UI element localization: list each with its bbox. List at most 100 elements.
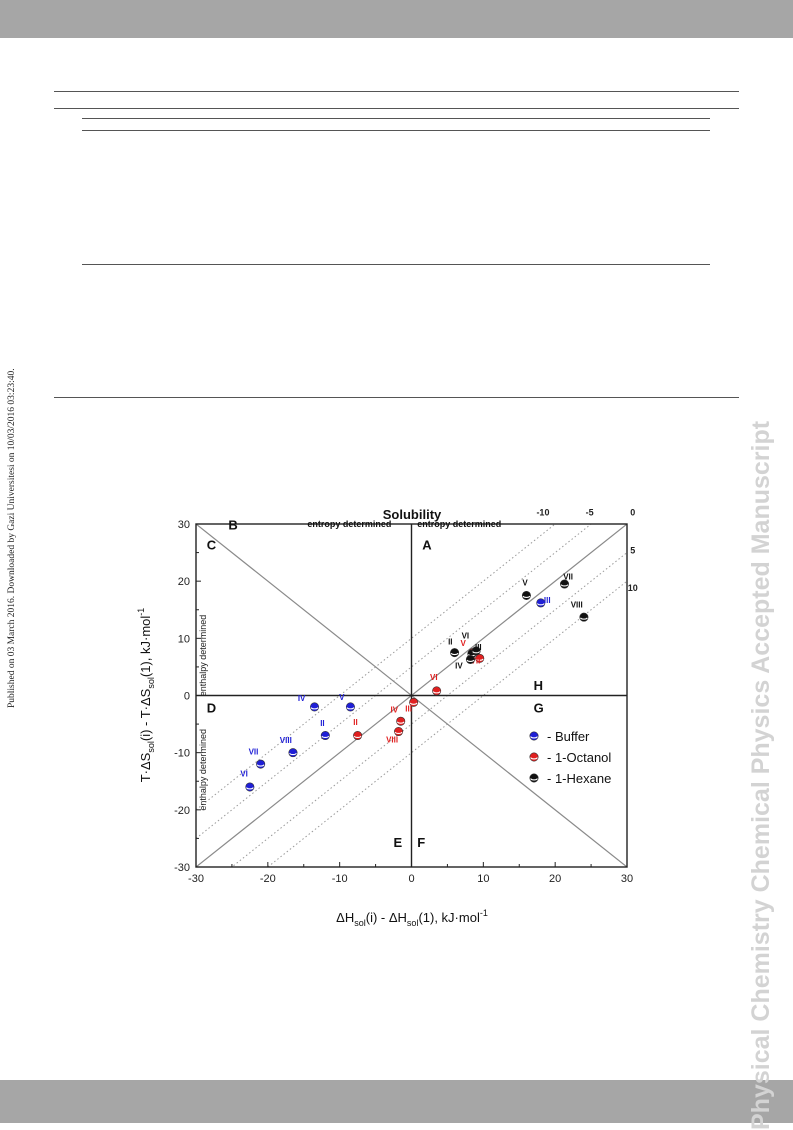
- table-rule: [82, 118, 710, 119]
- data-point-highlight: [310, 707, 319, 710]
- data-point-ball: [345, 702, 355, 712]
- data-point-label: III: [475, 643, 482, 652]
- x-tick-label: -30: [188, 873, 204, 885]
- data-point-label: VII: [249, 747, 259, 756]
- data-point-label: VI: [462, 631, 470, 640]
- data-point-highlight: [466, 659, 475, 662]
- data-point-highlight: [522, 595, 531, 598]
- journal-watermark: Physical Chemistry Chemical Physics Acce…: [747, 420, 775, 1130]
- data-point-highlight: [246, 787, 254, 790]
- region-label: B: [228, 518, 237, 533]
- data-point-ball: [396, 716, 406, 726]
- data-point: [245, 782, 255, 792]
- data-point-label: VI: [240, 770, 248, 779]
- data-point-ball: [320, 731, 330, 741]
- region-annotation: enthalpy determined: [198, 729, 208, 811]
- data-point-label: VIII: [280, 736, 292, 745]
- data-point-label: VII: [563, 572, 573, 581]
- reference-line-label: 0: [630, 507, 635, 517]
- data-point: [409, 697, 419, 707]
- data-point-ball: [288, 748, 298, 758]
- data-point-ball: [529, 731, 539, 741]
- data-point-highlight: [475, 658, 484, 661]
- data-point-label: IV: [455, 662, 463, 671]
- table-rule: [82, 264, 710, 265]
- x-tick-label: -20: [260, 873, 276, 885]
- data-point-label: II: [320, 719, 324, 728]
- y-tick-label: 0: [184, 691, 190, 703]
- x-tick-label: 20: [549, 873, 561, 885]
- x-tick-label: -10: [332, 873, 348, 885]
- reference-line-label: -5: [586, 507, 594, 517]
- data-point: [521, 590, 531, 600]
- data-point-highlight: [530, 778, 538, 781]
- table-rule: [54, 91, 739, 92]
- region-label: C: [207, 538, 217, 553]
- data-point-label: II: [353, 718, 357, 727]
- data-point-label: II: [448, 638, 452, 647]
- data-point: [288, 748, 298, 758]
- region-label: E: [394, 835, 403, 850]
- bottom-banner: [0, 1080, 793, 1123]
- data-point-highlight: [409, 702, 418, 705]
- data-point: [536, 598, 546, 608]
- publication-note: Published on 03 March 2016. Downloaded b…: [7, 368, 17, 708]
- data-point-highlight: [353, 735, 362, 739]
- data-point-label: V: [522, 579, 528, 588]
- data-point-ball: [245, 782, 255, 792]
- region-label: G: [534, 701, 544, 716]
- data-point-ball: [310, 702, 320, 712]
- data-point-label: VI: [430, 673, 438, 682]
- data-point-label: IV: [298, 694, 306, 703]
- data-point: [345, 702, 355, 712]
- legend-label: - 1-Hexane: [547, 771, 611, 786]
- data-point-highlight: [580, 617, 588, 620]
- x-axis-label: ΔHsol(i) - ΔHsol(1), kJ·mol-1: [336, 908, 488, 928]
- y-tick-label: -30: [174, 862, 190, 874]
- data-point-highlight: [321, 735, 330, 739]
- reference-line-label: 10: [628, 583, 638, 593]
- y-tick-label: 10: [178, 633, 190, 645]
- legend: - Buffer - 1-Octanol - 1-Hexane: [529, 729, 611, 786]
- data-point: [579, 612, 589, 622]
- data-point-highlight: [432, 691, 441, 694]
- reference-line-label: 5: [630, 546, 635, 556]
- region-label: A: [422, 538, 432, 553]
- data-point-ball: [579, 612, 589, 622]
- data-point-label: III: [405, 705, 412, 714]
- data-point-highlight: [346, 707, 355, 710]
- data-point-highlight: [530, 736, 538, 739]
- legend-label: - 1-Octanol: [547, 750, 611, 765]
- x-tick-label: 30: [621, 873, 633, 885]
- region-label: H: [534, 678, 543, 693]
- region-label: F: [417, 835, 425, 850]
- data-point-highlight: [256, 764, 265, 767]
- data-point: [394, 727, 404, 737]
- data-point-highlight: [450, 652, 459, 656]
- data-point: [396, 716, 406, 726]
- data-point-label: V: [339, 693, 345, 702]
- data-point: [432, 686, 442, 696]
- data-point-label: VIII: [571, 600, 583, 609]
- x-tick-label: 10: [477, 873, 489, 885]
- table-rule: [54, 397, 739, 398]
- region-annotation: enthalpy determined: [198, 615, 208, 697]
- data-point-ball: [432, 686, 442, 696]
- data-point: [560, 579, 570, 589]
- data-point: [450, 648, 460, 658]
- data-point: [353, 731, 363, 741]
- top-banner: [0, 0, 793, 38]
- data-point: [256, 759, 266, 769]
- y-axis-label: T·ΔSsol(i) - T·ΔSsol(1), kJ·mol-1: [136, 608, 156, 783]
- y-tick-label: -10: [174, 748, 190, 760]
- data-point-highlight: [396, 721, 405, 724]
- data-point-label: IV: [390, 706, 398, 715]
- region-label: D: [207, 701, 216, 716]
- axes: -30 -20 -10 0 10 20 30 -30 -20 -10 0 10 20 30: [174, 519, 633, 885]
- data-point-highlight: [530, 757, 538, 760]
- legend-marker: [529, 752, 539, 762]
- data-point-ball: [465, 654, 475, 664]
- data-point-highlight: [289, 752, 297, 756]
